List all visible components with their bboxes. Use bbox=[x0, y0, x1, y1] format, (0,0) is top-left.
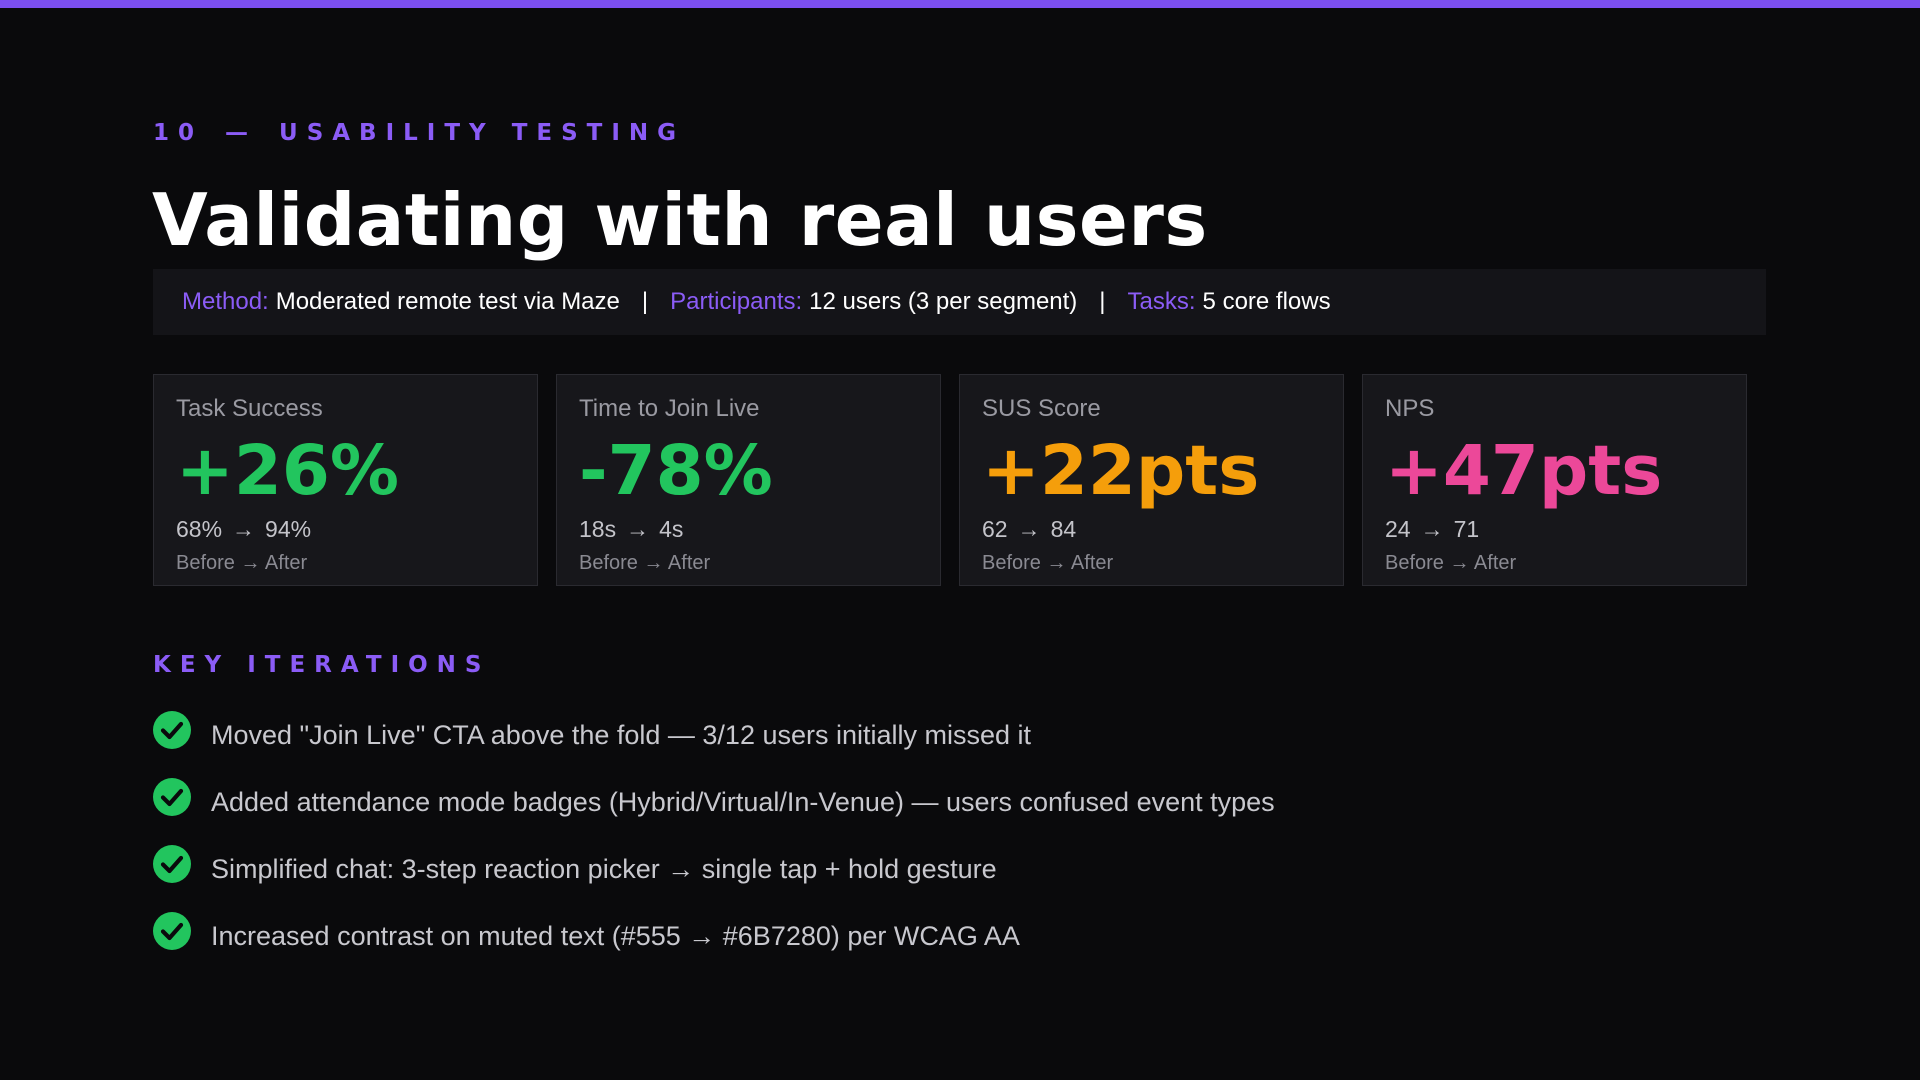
check-circle-icon bbox=[153, 777, 191, 816]
stat-after: 94% bbox=[265, 516, 312, 542]
stat-value: -78% bbox=[579, 431, 773, 511]
list-item: Added attendance mode badges (Hybrid/Vir… bbox=[153, 769, 1275, 836]
section-label: USABILITY TESTING bbox=[279, 120, 686, 146]
stat-before-after: 18s → 4s bbox=[579, 518, 918, 541]
arrow-right-icon: → bbox=[1420, 516, 1444, 542]
stat-note: Before → After bbox=[176, 552, 308, 574]
stat-after: 71 bbox=[1453, 516, 1480, 542]
section-eyebrow: 10 — USABILITY TESTING bbox=[153, 120, 685, 146]
section-number: 10 bbox=[153, 120, 204, 146]
key-iterations-title: KEY ITERATIONS bbox=[153, 652, 491, 678]
stat-label: SUS Score bbox=[982, 395, 1101, 422]
stat-card: SUS Score +22pts 62 → 84 Before → After bbox=[959, 374, 1344, 586]
stat-value: +47pts bbox=[1385, 431, 1663, 511]
method-value: Moderated remote test via Maze bbox=[275, 288, 620, 315]
stat-label: NPS bbox=[1385, 395, 1435, 422]
stat-card: Task Success +26% 68% → 94% Before → After bbox=[153, 374, 538, 586]
page-title: Validating with real users bbox=[152, 178, 1208, 262]
participants-label: Participants: bbox=[670, 288, 803, 315]
stat-value: +26% bbox=[176, 431, 399, 511]
stat-before: 62 bbox=[982, 516, 1008, 542]
check-circle-icon bbox=[153, 710, 191, 749]
tasks-label: Tasks: bbox=[1127, 288, 1196, 315]
stat-note: Before → After bbox=[1385, 552, 1517, 574]
arrow-right-icon: → bbox=[232, 516, 256, 542]
method-summary-bar: Method: Moderated remote test via Maze |… bbox=[153, 269, 1766, 335]
stat-before-after: 68% → 94% bbox=[176, 518, 515, 541]
separator: | bbox=[1099, 288, 1106, 315]
stat-value: +22pts bbox=[982, 431, 1260, 511]
stat-label: Task Success bbox=[176, 395, 323, 422]
stat-before-after: 62 → 84 bbox=[982, 518, 1321, 541]
check-circle-icon bbox=[153, 844, 191, 883]
stat-before: 18s bbox=[579, 516, 617, 542]
eyebrow-dash: — bbox=[225, 120, 258, 146]
iteration-text: Added attendance mode badges (Hybrid/Vir… bbox=[211, 787, 1275, 817]
participants-value: 12 users (3 per segment) bbox=[809, 288, 1078, 315]
arrow-right-icon: → bbox=[626, 516, 650, 542]
stat-before-after: 24 → 71 bbox=[1385, 518, 1724, 541]
iteration-text: Increased contrast on muted text (#555 →… bbox=[211, 921, 1020, 951]
stat-label: Time to Join Live bbox=[579, 395, 760, 422]
arrow-right-icon: → bbox=[1017, 516, 1041, 542]
stat-card: NPS +47pts 24 → 71 Before → After bbox=[1362, 374, 1747, 586]
check-circle-icon bbox=[153, 911, 191, 950]
stat-before: 68% bbox=[176, 516, 223, 542]
stat-note: Before → After bbox=[579, 552, 711, 574]
list-item: Simplified chat: 3-step reaction picker … bbox=[153, 836, 1275, 903]
stat-after: 84 bbox=[1050, 516, 1077, 542]
iteration-text: Simplified chat: 3-step reaction picker … bbox=[211, 854, 997, 884]
tasks-value: 5 core flows bbox=[1202, 288, 1331, 315]
stat-before: 24 bbox=[1385, 516, 1411, 542]
stats-row: Task Success +26% 68% → 94% Before → After Tim… bbox=[153, 374, 1747, 586]
stat-card: Time to Join Live -78% 18s → 4s Before → Afte… bbox=[556, 374, 941, 586]
stat-note: Before → After bbox=[982, 552, 1114, 574]
list-item: Moved "Join Live" CTA above the fold — 3… bbox=[153, 702, 1275, 769]
iteration-text: Moved "Join Live" CTA above the fold — 3… bbox=[211, 720, 1032, 750]
top-accent-bar bbox=[0, 0, 1920, 8]
separator: | bbox=[641, 288, 649, 315]
key-iterations-list: Moved "Join Live" CTA above the fold — 3… bbox=[153, 702, 1275, 970]
list-item: Increased contrast on muted text (#555 →… bbox=[153, 903, 1275, 970]
method-label: Method: bbox=[182, 288, 269, 315]
stat-after: 4s bbox=[659, 516, 684, 542]
